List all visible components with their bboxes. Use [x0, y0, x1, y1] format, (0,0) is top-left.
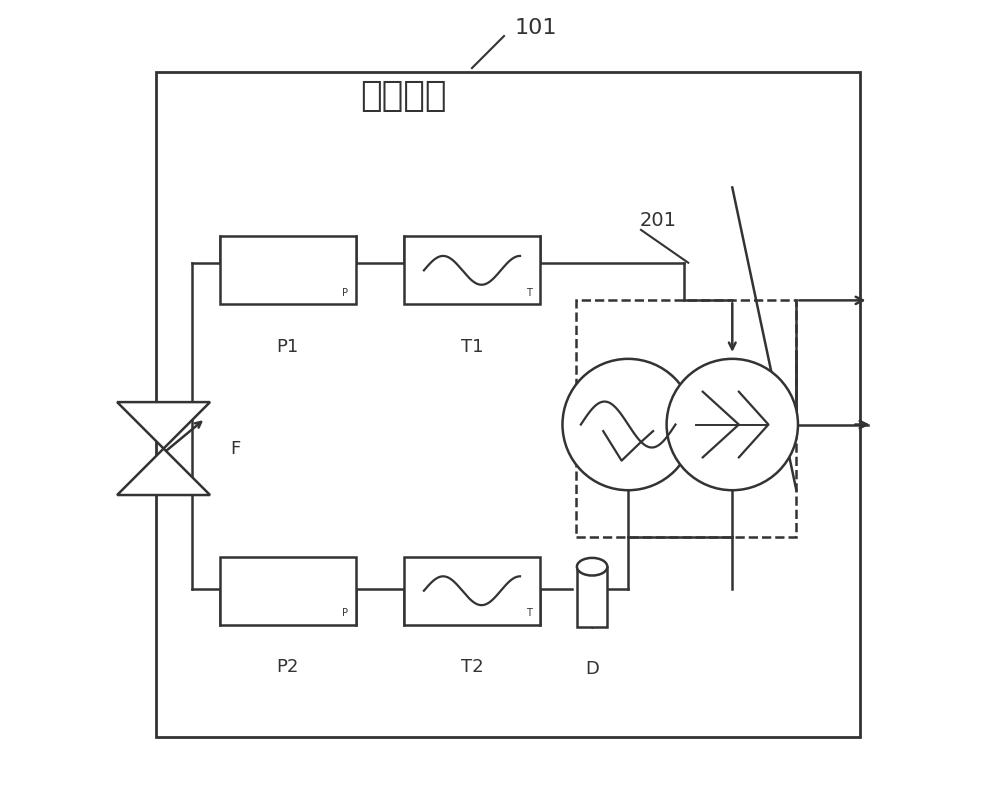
Text: T1: T1	[461, 338, 483, 356]
Bar	[220, 236, 356, 304]
Text: P: P	[342, 288, 348, 298]
Bar	[404, 236, 540, 304]
Ellipse shape	[577, 557, 607, 575]
Text: T2: T2	[461, 658, 483, 676]
Text: 水冷单元: 水冷单元	[361, 79, 447, 113]
Text: P: P	[342, 609, 348, 618]
Bar	[156, 72, 860, 737]
Text: T: T	[526, 288, 532, 298]
Polygon shape	[117, 449, 210, 495]
Circle shape	[562, 359, 694, 490]
Bar	[404, 557, 540, 625]
Text: 101: 101	[515, 18, 557, 38]
Circle shape	[667, 359, 798, 490]
Text: 201: 201	[640, 211, 677, 230]
Text: T: T	[526, 609, 532, 618]
Text: P2: P2	[277, 658, 299, 676]
Text: F: F	[230, 440, 240, 457]
Bar	[220, 557, 356, 625]
Bar	[576, 300, 796, 537]
Text: P1: P1	[277, 338, 299, 356]
Text: D: D	[585, 660, 599, 678]
Polygon shape	[117, 402, 210, 449]
Bar	[577, 567, 607, 626]
